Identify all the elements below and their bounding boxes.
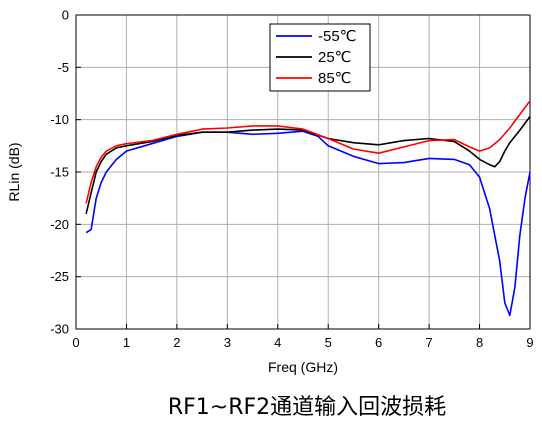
series-line-1: [85, 130, 531, 317]
series-line-3: [85, 100, 531, 204]
x-ticks: 0 1 2 3 4 5 6 7 8 9: [72, 324, 534, 350]
x-tick-label: 6: [375, 335, 382, 350]
legend-label-2: 25℃: [318, 49, 352, 66]
legend: -55℃ 25℃ 85℃: [269, 23, 371, 92]
x-tick-label: 7: [425, 335, 432, 350]
y-tick-label: -30: [50, 322, 69, 337]
x-tick-label: 5: [325, 335, 332, 350]
x-tick-label: 1: [123, 335, 130, 350]
legend-label-1: -55℃: [318, 28, 357, 45]
x-tick-label: 3: [224, 335, 231, 350]
x-axis-label: Freq (GHz): [268, 359, 338, 375]
y-tick-label: -25: [50, 269, 69, 284]
chart-caption: RF1~RF2通道输入回波损耗: [168, 395, 446, 420]
y-axis-label: RLin (dB): [6, 142, 22, 201]
y-tick-label: -5: [57, 60, 69, 75]
x-tick-label: 2: [173, 335, 180, 350]
x-tick-label: 4: [274, 335, 281, 350]
y-tick-label: -15: [50, 165, 69, 180]
series-group: [85, 100, 531, 317]
y-tick-label: 0: [62, 8, 69, 23]
legend-label-3: 85℃: [318, 70, 352, 87]
y-ticks: 0 -5 -10 -15 -20 -25 -30: [50, 8, 81, 337]
x-tick-label: 8: [476, 335, 483, 350]
x-tick-label: 9: [526, 335, 533, 350]
y-tick-label: -10: [50, 112, 69, 127]
y-tick-label: -20: [50, 217, 69, 232]
x-tick-label: 0: [72, 335, 79, 350]
